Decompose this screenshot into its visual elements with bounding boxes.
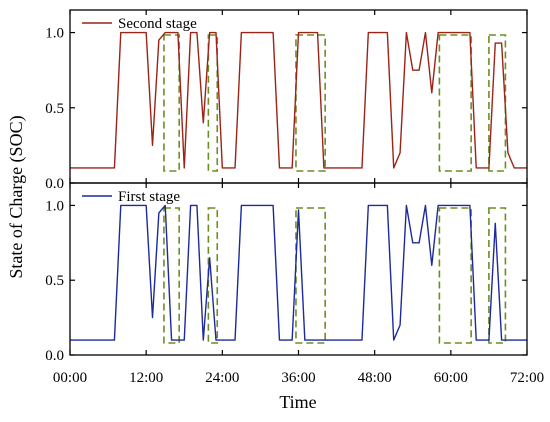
x-tick-label-5: 60:00 [434,370,468,386]
x-tick-label-2: 24:00 [205,370,239,386]
highlight-box-top-0 [163,34,180,172]
highlight-box-bottom-2 [295,207,326,344]
series-line-bottom-0 [70,204,527,341]
legend-label-top: Second stage [118,16,197,32]
highlight-box-bottom-1 [207,207,219,344]
legends: Second stage First stage [82,16,197,205]
highlight-box-bottom-4 [488,207,507,344]
y-tick-label-bottom-0: 0.0 [45,348,64,364]
series-line-top-0 [70,31,527,169]
highlight-box-bottom-3 [438,207,472,344]
highlight-box-top-3 [438,34,472,172]
y-tick-label-bottom-1: 0.5 [45,273,64,289]
y-tick-label-top-0: 0.0 [45,176,64,192]
y-tick-label-bottom-2: 1.0 [45,198,64,214]
x-tick-label-0: 00:00 [53,370,87,386]
x-tick-label-6: 72:00 [510,370,544,386]
x-axis-title: Time [279,392,316,412]
highlight-box-bottom-0 [163,207,180,344]
y-tick-label-top-2: 1.0 [45,26,64,42]
y-axis-title: State of Charge (SOC) [6,115,27,278]
x-tick-label-3: 36:00 [281,370,315,386]
y-tick-label-top-1: 0.5 [45,101,64,117]
x-tick-label-4: 48:00 [358,370,392,386]
series-lines [70,31,527,341]
highlight-box-top-1 [207,34,219,172]
highlight-regions [163,34,507,344]
highlight-box-top-4 [488,34,507,172]
axes: 0.0 0.5 1.0 0.0 0.5 1.0 00:00 12:00 24:00 36:00 48… [45,9,544,386]
x-tick-label-1: 12:00 [129,370,163,386]
legend-label-bottom: First stage [118,189,180,205]
highlight-box-top-2 [295,34,326,172]
